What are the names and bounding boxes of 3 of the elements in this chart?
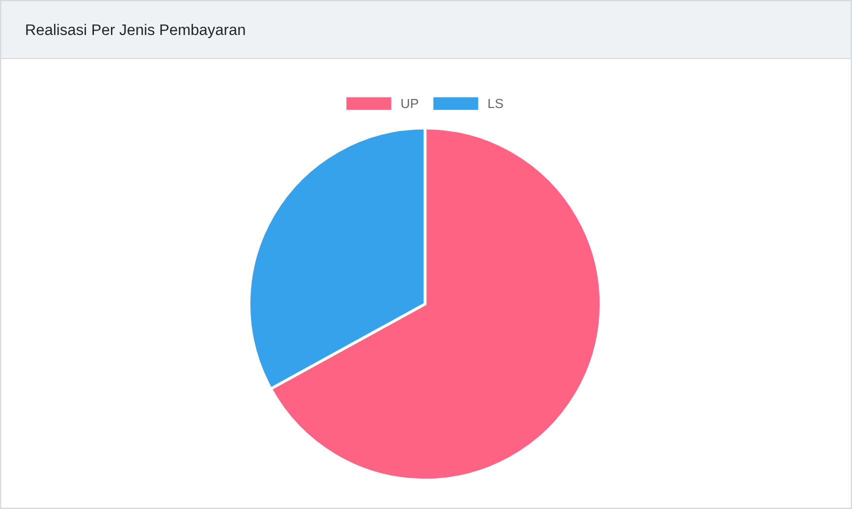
chart-title: Realisasi Per Jenis Pembayaran [26,24,245,38]
legend-label: UP [402,98,418,108]
legend-label: LS [488,98,503,108]
